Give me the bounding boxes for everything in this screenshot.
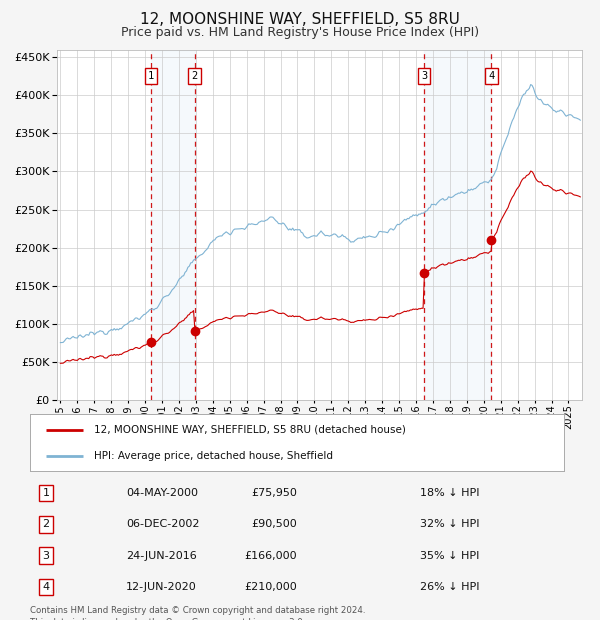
Text: 18% ↓ HPI: 18% ↓ HPI [420,488,479,498]
Text: 3: 3 [43,551,50,560]
Text: 26% ↓ HPI: 26% ↓ HPI [420,582,479,592]
Text: HPI: Average price, detached house, Sheffield: HPI: Average price, detached house, Shef… [94,451,333,461]
Text: 35% ↓ HPI: 35% ↓ HPI [420,551,479,560]
Text: 3: 3 [421,71,427,81]
Text: 24-JUN-2016: 24-JUN-2016 [126,551,197,560]
Text: 1: 1 [148,71,154,81]
Text: 4: 4 [488,71,494,81]
Text: 2: 2 [191,71,198,81]
Text: £75,950: £75,950 [251,488,297,498]
Text: 12, MOONSHINE WAY, SHEFFIELD, S5 8RU: 12, MOONSHINE WAY, SHEFFIELD, S5 8RU [140,12,460,27]
Text: 12-JUN-2020: 12-JUN-2020 [126,582,197,592]
Bar [151,50,194,400]
Text: 12, MOONSHINE WAY, SHEFFIELD, S5 8RU (detached house): 12, MOONSHINE WAY, SHEFFIELD, S5 8RU (de… [94,425,406,435]
Text: Contains HM Land Registry data © Crown copyright and database right 2024.
This d: Contains HM Land Registry data © Crown c… [30,606,365,620]
Text: 2: 2 [43,520,50,529]
Text: Price paid vs. HM Land Registry's House Price Index (HPI): Price paid vs. HM Land Registry's House … [121,26,479,39]
Text: £90,500: £90,500 [251,520,297,529]
Text: 1: 1 [43,488,50,498]
Bar [424,50,491,400]
Text: 32% ↓ HPI: 32% ↓ HPI [420,520,479,529]
Text: 06-DEC-2002: 06-DEC-2002 [126,520,200,529]
Text: £166,000: £166,000 [244,551,297,560]
Text: 04-MAY-2000: 04-MAY-2000 [126,488,198,498]
Text: £210,000: £210,000 [244,582,297,592]
Text: 4: 4 [43,582,50,592]
